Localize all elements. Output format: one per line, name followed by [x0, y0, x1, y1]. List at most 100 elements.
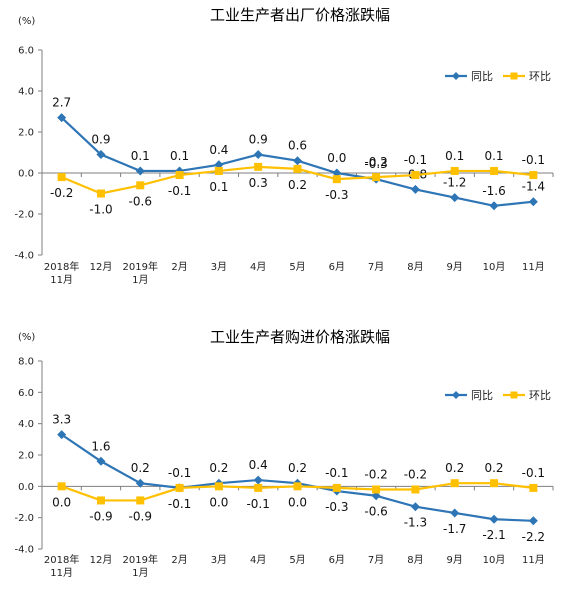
data-label: 0.4	[249, 458, 268, 472]
data-label: 2.7	[52, 96, 71, 110]
x-tick-label: 10月	[483, 554, 506, 566]
data-label: -0.3	[325, 188, 348, 202]
data-label: 0.1	[131, 149, 150, 163]
data-label: -0.1	[168, 466, 191, 480]
data-point	[410, 184, 420, 194]
x-tick-label: 11月	[522, 554, 545, 566]
x-tick-label: 1月	[132, 274, 148, 286]
legend-label: 环比	[529, 70, 551, 83]
series-mom: -0.2-1.0-0.6-0.1 0.1 0.3 0.2-0.3-0.2 -0.1 0.1…	[50, 149, 545, 217]
legend-label: 同比	[471, 70, 493, 83]
y-tick-label: 0.0	[18, 169, 34, 180]
data-point	[450, 166, 459, 175]
data-label: 0.9	[91, 133, 110, 147]
data-label: -0.1	[168, 497, 191, 511]
data-label: -0.2	[364, 467, 387, 481]
data-point	[450, 193, 460, 203]
x-tick-label: 8月	[407, 554, 423, 566]
x-tick-label: 4月	[250, 554, 266, 566]
data-point	[57, 430, 67, 440]
x-tick-label: 8月	[407, 261, 423, 273]
data-point	[411, 485, 420, 494]
data-point	[489, 514, 499, 524]
y-tick-label: -2.0	[14, 513, 34, 524]
data-label: 0.2	[445, 461, 464, 475]
legend: 同比 环比	[445, 389, 551, 402]
data-label: 0.0	[209, 495, 228, 509]
data-point	[293, 482, 302, 491]
data-point	[293, 156, 302, 166]
data-point	[136, 181, 145, 190]
data-label: -0.6	[129, 194, 152, 208]
y-tick-label: 6.0	[18, 46, 34, 57]
x-tick-label: 1月	[132, 567, 148, 579]
data-label: 0.3	[249, 176, 268, 190]
x-tick-label: 12月	[90, 261, 113, 273]
x-tick-label: 11月	[522, 261, 545, 273]
data-label: 0.4	[209, 143, 228, 157]
data-point	[175, 171, 184, 180]
data-label: 0.2	[209, 461, 228, 475]
x-tick-label: 5月	[289, 554, 305, 566]
data-label: -1.7	[443, 522, 466, 536]
x-tick-label: 7月	[368, 554, 384, 566]
data-label: -0.9	[89, 509, 112, 523]
x-tick-label: 9月	[447, 261, 463, 273]
x-tick-label: 9月	[447, 554, 463, 566]
legend-label: 环比	[529, 389, 551, 402]
legend-swatch-marker	[452, 391, 460, 399]
data-label: -2.1	[482, 528, 505, 542]
data-label: 0.0	[52, 495, 71, 509]
data-point	[136, 496, 145, 505]
data-label: 0.2	[131, 461, 150, 475]
x-tick-label: 10月	[483, 261, 506, 273]
data-point	[450, 508, 460, 518]
x-tick-label: 7月	[368, 261, 384, 273]
chart-title: 工业生产者购进价格涨跌幅	[210, 328, 390, 346]
data-label: 0.2	[288, 461, 307, 475]
x-tick-label: 3月	[211, 554, 227, 566]
y-tick-label: -2.0	[14, 210, 34, 221]
data-point	[293, 164, 302, 173]
data-point	[214, 166, 223, 175]
chart-1: 工业生产者出厂价格涨跌幅 (%) 6.0 4.0 2.0 0.0 -2.0 -4.0 2018年…	[14, 6, 554, 286]
y-unit-label: (%)	[18, 16, 35, 27]
y-tick-label: 2.0	[18, 128, 34, 139]
x-tick-label: 2月	[171, 261, 187, 273]
data-point	[214, 482, 223, 491]
series-mom: 0.0 -0.9 -0.9 -0.1 0.0 -0.1 0.0 -0.1 -0.2 -0.2 0.2…	[52, 461, 545, 523]
data-point	[490, 166, 499, 175]
y-tick-label: 0.0	[18, 482, 34, 493]
data-label: -1.3	[404, 516, 427, 530]
x-tick-label: 2018年	[44, 260, 79, 273]
data-point	[490, 479, 499, 488]
data-point	[96, 456, 106, 466]
y-tick-label: 2.0	[18, 451, 34, 462]
legend-swatch-marker	[452, 72, 460, 80]
data-label: -0.1	[325, 466, 348, 480]
data-point	[57, 173, 66, 182]
legend-label: 同比	[471, 389, 493, 402]
data-label: 0.2	[484, 461, 503, 475]
data-label: -0.1	[522, 153, 545, 167]
data-point	[96, 150, 106, 160]
data-point	[410, 502, 420, 512]
y-tick-label: 4.0	[18, 419, 34, 430]
data-label: 0.1	[170, 149, 189, 163]
data-label: -0.1	[168, 184, 191, 198]
data-point	[57, 482, 66, 491]
series-yoy: 3.3 1.6 0.2 -0.1 0.2 0.4 0.2 -0.3 -0.6 -1.3 -1.7 -2…	[52, 413, 545, 544]
data-point	[135, 166, 145, 176]
data-label: -0.3	[364, 157, 387, 171]
data-label: 0.1	[445, 149, 464, 163]
data-label: -2.2	[522, 530, 545, 544]
x-tick-label: 2019年	[123, 260, 158, 273]
x-tick-label: 11月	[50, 567, 73, 579]
data-point	[254, 162, 263, 171]
data-point	[529, 483, 538, 492]
data-point	[135, 478, 145, 488]
chart-title: 工业生产者出厂价格涨跌幅	[210, 6, 390, 24]
data-point	[372, 485, 381, 494]
data-label: -0.3	[325, 500, 348, 514]
